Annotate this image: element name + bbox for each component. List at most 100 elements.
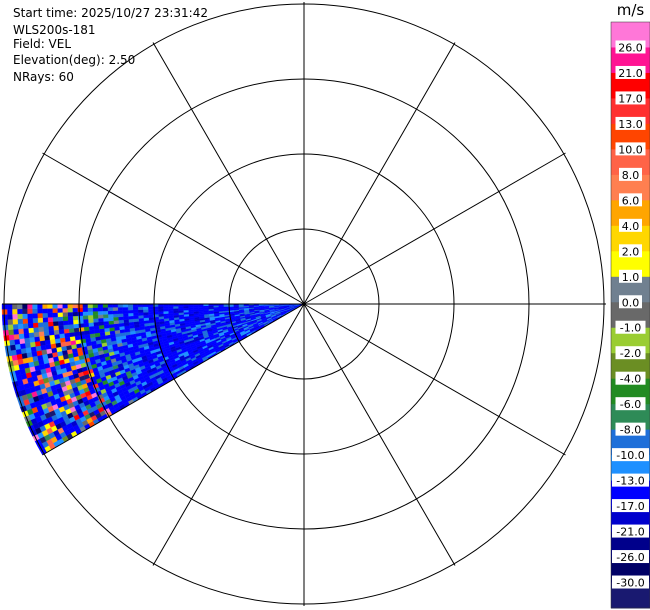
colorbar-tick-label: 1.0 <box>622 271 640 284</box>
velocity-cell <box>52 316 59 322</box>
velocity-cell <box>25 347 32 354</box>
velocity-cell <box>23 327 29 334</box>
velocity-cell <box>102 307 108 312</box>
velocity-cell <box>27 303 33 309</box>
velocity-cell <box>28 332 35 338</box>
velocity-cell <box>143 314 149 319</box>
velocity-cell <box>97 303 103 308</box>
velocity-cell <box>54 338 61 344</box>
colorbar-units-label: m/s <box>617 1 645 19</box>
velocity-cell <box>7 324 14 331</box>
velocity-cell <box>77 315 84 320</box>
velocity-cell <box>37 308 43 314</box>
colorbar-tick-bg <box>619 295 642 309</box>
velocity-cell <box>87 303 93 308</box>
velocity-cell <box>9 339 16 346</box>
velocity-cell <box>39 340 46 346</box>
velocity-cell <box>92 307 98 312</box>
azimuth-spoke <box>42 303 305 456</box>
velocity-cell <box>62 312 68 317</box>
velocity-cell <box>48 325 54 331</box>
colorbar-tick-bg <box>619 193 642 207</box>
velocity-cell <box>24 337 31 344</box>
velocity-cell <box>127 312 134 317</box>
velocity-cell <box>43 330 50 337</box>
velocity-cell <box>29 336 35 343</box>
colorbar-tick-bg <box>619 167 642 181</box>
velocity-cell <box>53 325 59 331</box>
velocity-cell <box>13 328 19 335</box>
velocity-cell <box>1 303 8 310</box>
velocity-cell <box>57 312 63 318</box>
azimuth-spoke <box>303 303 456 566</box>
velocity-cell <box>127 309 134 314</box>
velocity-cell <box>64 336 71 342</box>
velocity-cell <box>77 319 84 324</box>
velocity-cell <box>143 312 149 316</box>
velocity-cell <box>132 312 139 317</box>
velocity-cell <box>77 303 83 309</box>
colorbar-tick-bg <box>612 524 649 538</box>
colorbar-tick-label: 8.0 <box>622 169 640 182</box>
velocity-cell <box>69 332 75 338</box>
velocity-cell <box>34 336 40 342</box>
velocity-cell <box>178 308 184 311</box>
colorbar-tick-label: -8.0 <box>620 424 641 437</box>
velocity-cell <box>42 303 48 309</box>
velocity-cell <box>32 322 39 328</box>
velocity-cell <box>83 322 89 328</box>
velocity-cell <box>163 310 169 314</box>
velocity-cell <box>82 303 88 309</box>
velocity-cell <box>157 308 164 312</box>
velocity-cell <box>102 303 108 308</box>
colorbar-tick-bg <box>615 91 646 105</box>
velocity-cell <box>7 319 13 325</box>
colorbar-tick-label: 6.0 <box>622 194 640 207</box>
velocity-cell <box>157 306 164 310</box>
colorbar-tick-bg <box>615 320 646 334</box>
velocity-cell <box>107 310 114 315</box>
velocity-cell <box>83 326 90 332</box>
colorbar-tick-label: 13.0 <box>618 118 643 131</box>
azimuth-spoke <box>303 42 456 305</box>
velocity-cell <box>37 303 43 309</box>
velocity-cell <box>32 303 38 309</box>
velocity-cell <box>72 315 79 321</box>
velocity-cell <box>132 309 139 314</box>
colorbar-tick-bg <box>619 269 642 283</box>
velocity-cell <box>53 329 60 335</box>
velocity-cell <box>43 326 49 332</box>
velocity-cell <box>173 306 179 309</box>
velocity-cell <box>218 305 224 308</box>
velocity-cell <box>59 333 65 339</box>
velocity-cell <box>92 303 98 308</box>
velocity-cell <box>58 329 65 335</box>
velocity-cell <box>92 314 99 319</box>
velocity-cell <box>38 326 44 333</box>
velocity-cell <box>49 338 56 345</box>
velocity-cell <box>72 319 79 325</box>
velocity-cell <box>183 309 189 313</box>
velocity-cell <box>24 342 31 349</box>
velocity-cell <box>108 320 114 325</box>
velocity-cell <box>103 324 110 329</box>
velocity-cell <box>12 318 18 325</box>
velocity-cell <box>112 307 119 311</box>
colorbar-tick-label: -13.0 <box>616 475 644 488</box>
velocity-cell <box>18 333 25 340</box>
velocity-cell <box>16 303 23 310</box>
velocity-sector <box>1 303 305 456</box>
velocity-cell <box>132 306 139 311</box>
velocity-cell <box>93 325 100 330</box>
velocity-cell <box>63 324 69 330</box>
velocity-cell <box>183 307 189 311</box>
colorbar-tick-label: -21.0 <box>616 526 644 539</box>
velocity-cell <box>107 307 113 312</box>
velocity-cell <box>77 307 83 313</box>
velocity-cell <box>123 316 129 320</box>
velocity-cell <box>127 306 134 311</box>
velocity-cell <box>103 317 109 322</box>
colorbar-tick-bg <box>615 116 646 130</box>
velocity-cell <box>16 308 23 315</box>
velocity-cell <box>47 303 53 309</box>
